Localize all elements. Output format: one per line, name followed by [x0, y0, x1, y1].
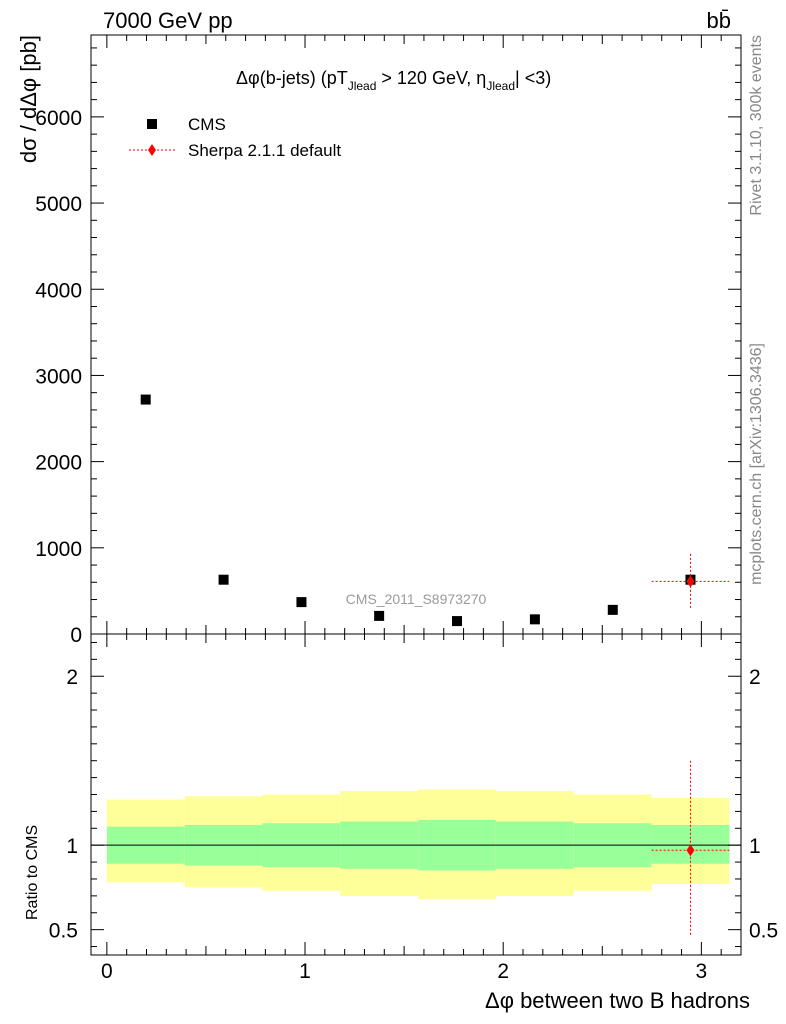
ratio-y-tick-label-right: 2	[749, 666, 761, 689]
y-tick-label: 3000	[35, 365, 82, 388]
tick-labels: 0 1 2 3 0 1000 2000 3000 4000 5000 6000 0.5 0.5 1 1 2 2	[35, 107, 778, 983]
y-tick-label: 5000	[35, 193, 82, 216]
sherpa-data-point	[686, 575, 695, 588]
ratio-y-axis-label: Ratio to CMS	[24, 825, 41, 920]
cms-data-point	[452, 616, 463, 627]
y-axis-label: dσ / dΔφ [pb]	[16, 35, 41, 163]
cms-data-point	[529, 614, 540, 625]
ratio-sherpa-point	[686, 844, 695, 857]
ratio-y-tick-label-left: 1	[66, 835, 78, 858]
cms-data-point	[296, 597, 307, 608]
x-tick-label: 0	[101, 960, 113, 983]
title-part-1: Δφ(b-jets) (pT	[236, 68, 348, 88]
data-points	[140, 394, 730, 935]
legend-sherpa-label: Sherpa 2.1.1 default	[188, 141, 341, 160]
cms-data-point	[218, 574, 229, 585]
ratio-y-tick-label-left: 2	[66, 666, 78, 689]
axis-ticks	[91, 35, 742, 955]
cms-data-point	[140, 394, 151, 405]
energy-label: 7000 GeV pp	[103, 8, 233, 33]
analysis-watermark: CMS_2011_S8973270	[346, 591, 487, 607]
ratio-bands	[106, 789, 730, 900]
process-label: bb̄	[707, 8, 731, 33]
title-part-2: > 120 GeV, η	[376, 68, 486, 88]
rivet-label: Rivet 3.1.10, 300k events	[748, 35, 765, 216]
title-sub-2: Jlead	[486, 79, 515, 93]
title-part-3: | <3)	[515, 68, 551, 88]
y-tick-label: 2000	[35, 452, 82, 475]
ratio-y-tick-label-right: 0.5	[749, 920, 778, 943]
title-sub-1: Jlead	[348, 79, 377, 93]
x-axis-label: Δφ between two B hadrons	[485, 988, 750, 1013]
x-tick-label: 3	[696, 960, 708, 983]
y-tick-label: 1000	[35, 538, 82, 561]
x-tick-label: 2	[497, 960, 509, 983]
chart-title: Δφ(b-jets) (pTJlead > 120 GeV, ηJlead| <…	[236, 68, 551, 93]
ratio-y-tick-label-left: 0.5	[49, 920, 78, 943]
legend: CMS Sherpa 2.1.1 default	[129, 115, 341, 160]
legend-sherpa-marker	[148, 144, 156, 156]
x-tick-label: 1	[299, 960, 311, 983]
mcplots-label: mcplots.cern.ch [arXiv:1306.3436]	[748, 343, 765, 585]
y-tick-label: 4000	[35, 279, 82, 302]
ratio-y-tick-label-right: 1	[749, 835, 761, 858]
legend-cms-marker	[147, 119, 157, 129]
cms-data-point	[607, 604, 618, 615]
legend-cms-label: CMS	[188, 115, 226, 134]
y-tick-label: 6000	[35, 107, 82, 130]
y-tick-label: 0	[70, 624, 82, 647]
cms-data-point	[374, 610, 385, 621]
